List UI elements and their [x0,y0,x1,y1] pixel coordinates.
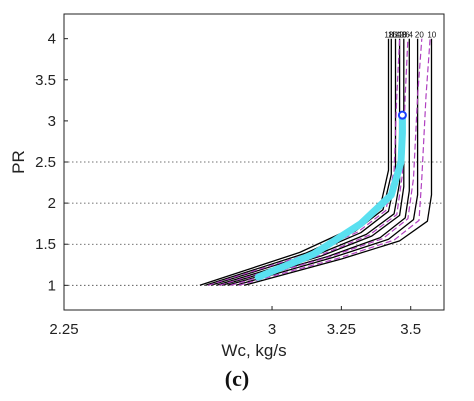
speed-label: 8 [402,31,407,40]
x-axis-label: Wc, kg/s [221,341,286,360]
speed-label: 4 [408,31,413,40]
speed-label: 10 [398,31,407,40]
series-line [219,38,409,286]
speed-label: 10 [427,31,436,40]
speed-label: 18 [384,31,393,40]
x-axis-ticks: 2.25 3 3.25 3.5 [49,306,421,338]
series-line [230,38,423,286]
y-axis-label: PR [9,150,28,174]
series-line [238,38,431,286]
speed-label: 14 [391,31,400,40]
series-line [244,38,433,286]
x-tick-label: 3.5 [400,321,421,338]
operating-point-marker [397,110,407,120]
y-tick-label: 1 [48,277,56,294]
y-axis-ticks: 1 1.5 2 2.5 3 3.5 4 [35,31,68,294]
series-line [254,111,406,281]
plot-frame [63,13,445,311]
x-tick-label: 3.25 [327,321,356,338]
y-tick-label: 3.5 [35,72,56,89]
y-tick-label: 3 [48,113,56,130]
x-tick-label: 3 [268,321,276,338]
speed-label: 20 [415,31,424,40]
y-tick-label: 4 [48,31,56,48]
y-tick-label: 2 [48,195,56,212]
figure-caption: (c) [224,366,250,391]
series-group [199,38,433,286]
series-line [227,38,410,286]
series-line [205,38,392,286]
series-line [221,38,405,286]
speed-label: 6 [405,31,410,40]
y-tick-label: 1.5 [35,236,56,253]
x-tick-label: 2.25 [49,321,78,338]
speed-label: 12 [395,31,404,40]
y-tick-label: 2.5 [35,154,56,171]
speed-label: 16 [388,31,397,40]
